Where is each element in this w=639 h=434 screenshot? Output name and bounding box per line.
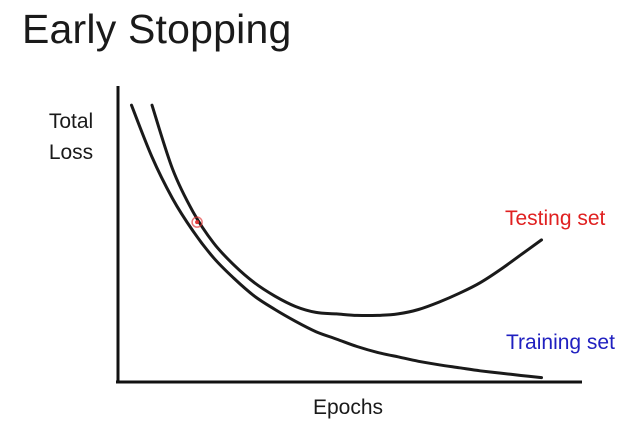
- training-set-curve: [130, 103, 543, 380]
- y-axis-label-line-2: Loss: [48, 141, 94, 164]
- y-axis-label: Total Loss: [38, 106, 104, 168]
- cursor-marker: [191, 216, 203, 228]
- x-axis-label: Epochs: [312, 396, 384, 419]
- y-axis-label-line-1: Total: [48, 110, 94, 133]
- testing-set-curve: [150, 103, 543, 318]
- training-set-label: Training set: [506, 331, 615, 354]
- testing-set-label: Testing set: [505, 207, 606, 230]
- slide-title: Early Stopping: [22, 6, 292, 52]
